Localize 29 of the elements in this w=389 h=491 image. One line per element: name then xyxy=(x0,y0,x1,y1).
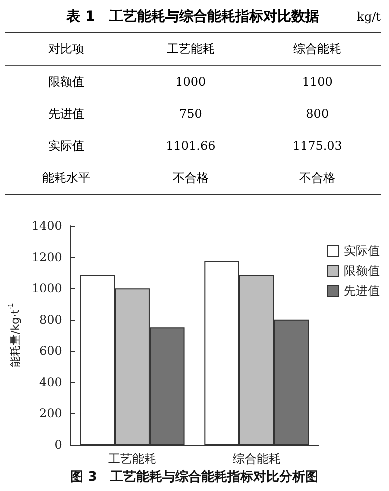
text: 能耗水平 xyxy=(41,170,92,186)
text: 800 xyxy=(305,106,330,123)
legend-label: 实际值 xyxy=(344,244,380,258)
y-tick-label: 600 xyxy=(40,344,62,358)
text: 工艺能耗 xyxy=(128,32,254,66)
text: 表 1 工艺能耗与综合能耗指标对比数据 xyxy=(66,9,320,25)
text: 综合能耗 xyxy=(254,32,381,66)
text: 先进值 xyxy=(47,106,86,122)
legend-label: 限额值 xyxy=(344,264,380,278)
text: 不合格 xyxy=(298,170,337,186)
text: 1175.03 xyxy=(292,138,344,155)
legend-label: 先进值 xyxy=(344,284,380,298)
y-tick-label: 1000 xyxy=(32,282,62,296)
y-tick-label: 1400 xyxy=(32,219,62,233)
text: 1000 xyxy=(174,74,208,91)
text: kg/t xyxy=(357,9,381,26)
text: 1100 xyxy=(301,74,334,91)
text: 750 xyxy=(178,106,204,123)
text: 不合格 xyxy=(172,170,210,186)
text: 限额值 xyxy=(47,74,86,90)
y-tick-label: 200 xyxy=(40,406,62,421)
y-tick-label: 800 xyxy=(40,312,62,327)
text: 对比项 xyxy=(5,32,128,66)
text: 实际值 xyxy=(47,138,86,154)
y-tick-label: 0 xyxy=(54,438,62,452)
text: 1101.66 xyxy=(165,138,217,155)
y-tick-label: 400 xyxy=(40,375,62,390)
y-tick-label: 1200 xyxy=(32,250,62,264)
text: 图 3 工艺能耗与综合能耗指标对比分析图 xyxy=(70,469,318,485)
